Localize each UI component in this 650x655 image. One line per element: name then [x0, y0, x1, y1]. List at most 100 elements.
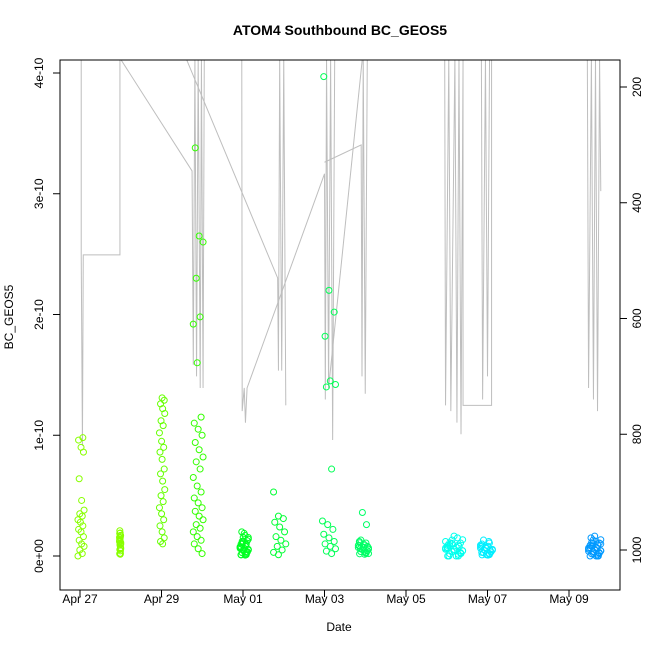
- data-point: [77, 528, 85, 536]
- pressure-line: [80, 60, 121, 446]
- data-point: [75, 525, 83, 533]
- x-tick-label: May 03: [305, 592, 345, 606]
- data-point: [157, 470, 165, 478]
- y-axis-label: BC_GEOS5: [2, 284, 16, 349]
- right-tick-label: 600: [630, 308, 644, 328]
- data-point: [326, 377, 334, 385]
- data-point: [196, 524, 204, 532]
- data-point: [357, 536, 365, 544]
- data-point: [330, 538, 338, 546]
- data-point: [332, 381, 340, 389]
- data-point: [157, 417, 165, 425]
- data-point: [195, 232, 203, 240]
- right-axis: 200 400 600 800 1000: [620, 77, 644, 563]
- data-point: [273, 542, 281, 550]
- x-tick-label: May 05: [386, 592, 426, 606]
- data-point: [591, 532, 599, 540]
- y-tick-label: 1e-10: [32, 420, 46, 451]
- right-tick-label: 200: [630, 77, 644, 97]
- right-tick-label: 400: [630, 192, 644, 212]
- pressure-lines: [80, 60, 602, 446]
- data-point: [272, 533, 280, 541]
- data-point: [478, 540, 486, 548]
- data-point: [159, 477, 167, 485]
- data-point: [329, 525, 337, 533]
- data-point: [276, 523, 284, 531]
- data-point: [274, 512, 282, 520]
- data-point: [442, 545, 450, 553]
- data-point: [193, 482, 201, 490]
- data-point: [76, 510, 84, 518]
- data-point: [322, 383, 330, 391]
- data-point: [192, 458, 200, 466]
- data-point: [79, 434, 87, 442]
- data-point: [238, 528, 246, 536]
- data-point: [155, 504, 163, 512]
- data-point: [77, 443, 85, 451]
- data-point: [318, 517, 326, 525]
- data-point: [198, 431, 206, 439]
- data-point: [78, 496, 86, 504]
- data-point: [79, 522, 87, 530]
- data-point: [597, 536, 605, 544]
- data-point: [116, 536, 124, 544]
- data-point: [485, 539, 493, 547]
- data-point: [158, 455, 166, 463]
- data-point: [160, 534, 168, 542]
- pressure-line: [328, 60, 363, 389]
- pressure-line: [186, 60, 287, 406]
- data-point: [358, 509, 366, 517]
- data-point: [448, 539, 456, 547]
- data-point: [442, 538, 450, 546]
- x-tick-label: Apr 29: [144, 592, 180, 606]
- data-point: [589, 536, 597, 544]
- data-point: [244, 534, 252, 542]
- data-point: [239, 538, 247, 546]
- y-tick-label: 3e-10: [32, 178, 46, 209]
- data-point: [459, 536, 467, 544]
- pressure-line: [241, 60, 336, 441]
- data-point: [277, 536, 285, 544]
- data-point: [190, 540, 198, 548]
- x-tick-label: May 01: [223, 592, 263, 606]
- data-point: [80, 542, 88, 550]
- pressure-line: [586, 60, 602, 412]
- data-point: [480, 536, 488, 544]
- data-point: [156, 522, 164, 530]
- data-point: [198, 504, 206, 512]
- data-point: [330, 308, 338, 316]
- data-point: [160, 516, 168, 524]
- chart-title: ATOM4 Southbound BC_GEOS5: [233, 22, 447, 38]
- data-point: [320, 530, 328, 538]
- data-point: [322, 547, 330, 555]
- data-point: [321, 332, 329, 340]
- pressure-line: [444, 60, 493, 435]
- data-point: [198, 550, 206, 558]
- data-point: [355, 538, 363, 546]
- data-point: [116, 529, 124, 537]
- data-point: [158, 394, 166, 402]
- x-tick-label: May 07: [468, 592, 508, 606]
- data-point: [158, 510, 166, 518]
- data-point: [161, 486, 169, 494]
- data-point: [194, 499, 202, 507]
- data-point: [80, 506, 88, 514]
- data-point: [189, 320, 197, 328]
- data-point: [78, 540, 86, 548]
- y-tick-label: 2e-10: [32, 299, 46, 330]
- data-point: [192, 274, 200, 282]
- data-point: [199, 453, 207, 461]
- data-point: [195, 512, 203, 520]
- data-point: [191, 438, 199, 446]
- data-point: [194, 545, 202, 553]
- data-point: [75, 536, 83, 544]
- data-point: [197, 536, 205, 544]
- pressure-line: [120, 60, 205, 388]
- data-point: [362, 521, 370, 529]
- data-point: [190, 419, 198, 427]
- y-axis: 0e+00 1e-10 2e-10 3e-10 4e-10: [32, 57, 60, 573]
- data-point: [157, 492, 165, 500]
- data-point: [189, 528, 197, 536]
- pressure-line: [324, 60, 368, 394]
